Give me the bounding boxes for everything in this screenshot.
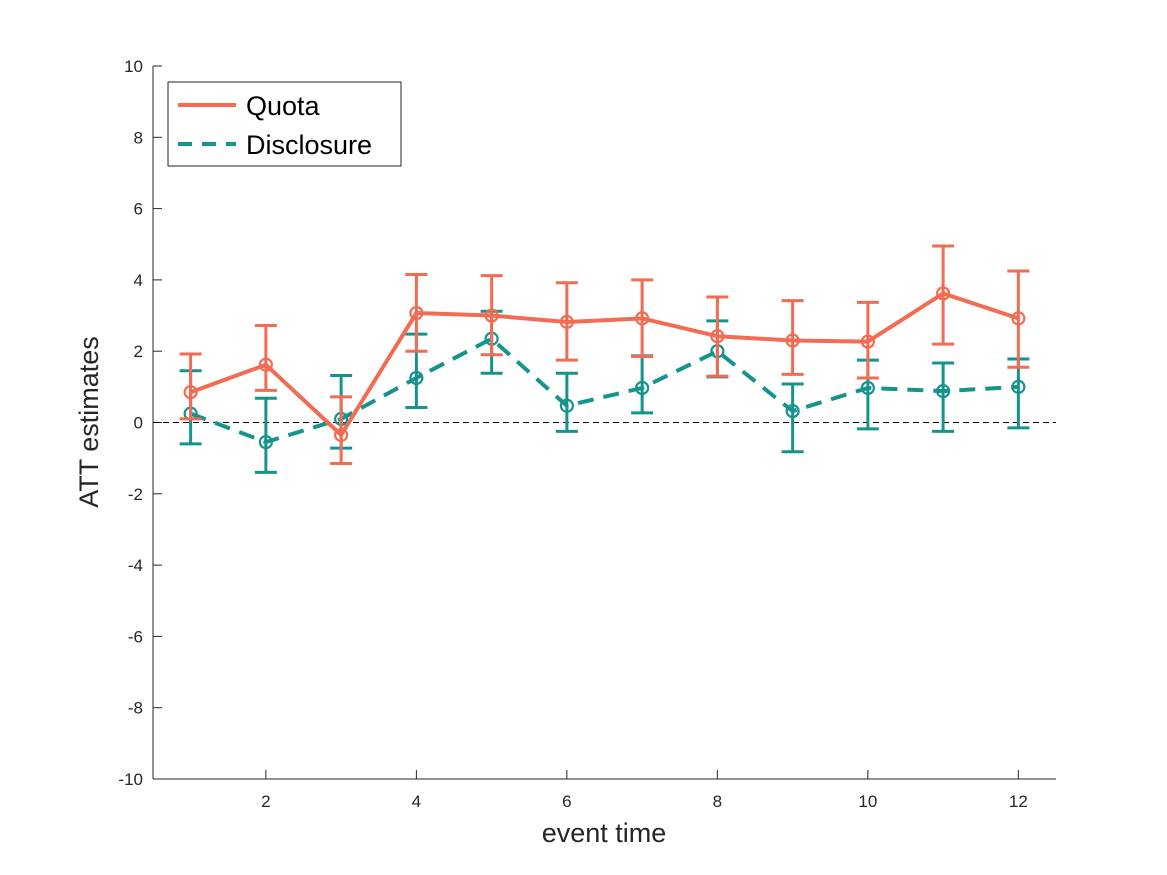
series-quota [179, 244, 1030, 465]
data-point-quota [1011, 311, 1026, 326]
data-point-disclosure [559, 398, 574, 413]
data-point-disclosure [258, 435, 273, 450]
y-tick-label: 6 [134, 200, 143, 219]
legend-label-quota: Quota [246, 91, 321, 121]
data-point-disclosure [635, 380, 650, 396]
x-tick-label: 8 [713, 792, 722, 811]
x-tick-label: 10 [858, 792, 877, 811]
ticks-layer: -10 -8 -6 -4 -2 0 2 4 6 8 10 2 4 6 8 10 12 [118, 57, 1027, 811]
series-layer [179, 244, 1030, 474]
x-axis-title: event time [542, 818, 667, 848]
y-tick-label: 2 [134, 342, 143, 361]
y-tick-label: 8 [134, 128, 143, 147]
data-point-quota [484, 308, 499, 323]
data-point-quota [334, 427, 349, 443]
data-point-quota [785, 333, 800, 348]
y-tick-label: -4 [128, 556, 143, 575]
data-point-disclosure [785, 403, 800, 419]
error-bar-quota [781, 299, 804, 376]
y-tick-label: 10 [124, 57, 143, 76]
data-point-quota [409, 305, 424, 321]
data-point-quota [710, 329, 725, 344]
x-tick-label: 2 [261, 792, 270, 811]
data-point-quota [936, 286, 951, 301]
error-bar-disclosure [631, 354, 654, 415]
error-bar-quota [1007, 269, 1030, 369]
data-point-quota [635, 311, 650, 326]
data-point-quota [183, 385, 198, 400]
data-point-disclosure [1011, 379, 1026, 394]
error-bar-disclosure [555, 371, 578, 433]
error-bar-quota [330, 395, 353, 465]
data-point-disclosure [409, 370, 424, 386]
y-tick-label: -2 [128, 485, 143, 504]
x-tick-label: 12 [1009, 792, 1028, 811]
data-point-quota [860, 334, 875, 349]
y-tick-label: -10 [118, 770, 143, 789]
data-point-disclosure [860, 380, 875, 396]
x-tick-label: 6 [562, 792, 571, 811]
legend-label-disclosure: Disclosure [246, 130, 372, 160]
data-point-disclosure [936, 384, 951, 399]
legend-box [167, 81, 402, 167]
y-tick-label: 4 [134, 271, 143, 290]
y-tick-label: -6 [128, 627, 143, 646]
data-point-quota [258, 357, 273, 372]
y-tick-label: -8 [128, 699, 143, 718]
y-tick-label: 0 [134, 414, 143, 433]
data-point-quota [559, 314, 574, 330]
y-axis-title: ATT estimates [74, 336, 104, 508]
legend: Quota Disclosure [167, 81, 402, 167]
x-tick-label: 4 [412, 792, 421, 811]
series-line-quota [189, 291, 1020, 437]
series-line-disclosure [189, 336, 1019, 445]
series-disclosure [179, 309, 1030, 474]
